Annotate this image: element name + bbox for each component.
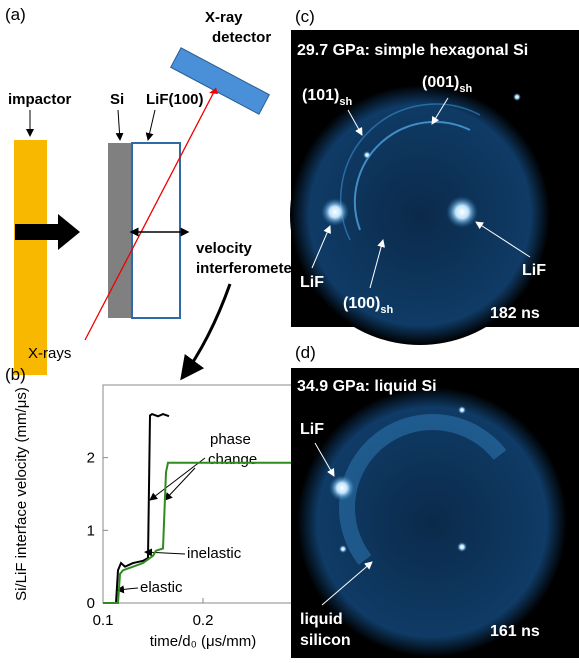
- time-label: 182 ns: [490, 305, 540, 322]
- panel-label: (d): [295, 343, 316, 362]
- spot: [339, 545, 347, 553]
- big-arrow: [180, 283, 232, 381]
- lif-label: LiF: [522, 262, 546, 279]
- lif-window: [131, 142, 181, 319]
- xray-label: X-rays: [28, 345, 71, 362]
- arrow: [321, 561, 373, 606]
- peak-label: (100)sh: [343, 295, 393, 316]
- y-tick-label: 1: [87, 522, 95, 539]
- peak-sub: sh: [339, 96, 352, 108]
- image-title: 34.9 GPa: liquid Si: [297, 378, 437, 395]
- xray-beam: [84, 87, 217, 341]
- spot: [329, 475, 355, 501]
- annotation: inelastic: [187, 545, 242, 562]
- panel-c: (c) 29.7 GPa: simple hexagonal Si (101)s…: [290, 7, 579, 345]
- panel-d: (d) 34.9 GPa: liquid Si LiF liquid silic…: [291, 343, 579, 658]
- detector-label: X-ray: [205, 9, 243, 26]
- lif-label: LiF: [300, 421, 324, 438]
- x-tick-label: 0.2: [193, 612, 214, 629]
- arrow: [149, 457, 206, 501]
- image-title: 29.7 GPa: simple hexagonal Si: [297, 42, 528, 59]
- interferometer-label: velocity: [196, 240, 253, 257]
- liquid-label: liquid: [300, 611, 343, 628]
- panel-label: (b): [5, 365, 26, 384]
- impactor-label: impactor: [8, 91, 72, 108]
- spot: [457, 542, 467, 552]
- y-tick-label: 0: [87, 595, 95, 612]
- peak-label: (101)sh: [302, 87, 352, 108]
- panel-b: (b) Si/LiF interface velocity (mm/μs) ti…: [5, 365, 313, 650]
- arrow: [164, 467, 196, 501]
- lif-label: LiF: [300, 274, 324, 291]
- peak-index: (100): [343, 295, 380, 312]
- arrow: [347, 109, 363, 136]
- impactor: [14, 140, 47, 375]
- interferometer-label: interferometer: [196, 260, 298, 277]
- detector-area: [297, 387, 567, 657]
- y-tick-label: 2: [87, 450, 95, 467]
- arrow: [431, 97, 449, 125]
- arrow: [314, 442, 335, 477]
- spot: [458, 406, 466, 414]
- plot-frame: [102, 384, 304, 604]
- si-layer: [108, 143, 132, 318]
- x-axis-label: time/d₀ (μs/mm): [150, 633, 257, 650]
- beam-head: [209, 88, 218, 94]
- panel-label: (a): [5, 5, 26, 24]
- arrow: [311, 225, 331, 269]
- impact-arrow: [15, 214, 80, 250]
- panel-a: (a) impactor Si LiF(100) X-ray detector …: [5, 5, 298, 381]
- arrow: [116, 585, 139, 594]
- time-label: 161 ns: [490, 623, 540, 640]
- lif-label: LiF(100): [146, 91, 204, 108]
- annotation: elastic: [140, 579, 183, 596]
- arrow: [144, 548, 186, 557]
- peak-index: (001): [422, 74, 459, 91]
- si-label: Si: [110, 91, 124, 108]
- peak-sub: sh: [459, 83, 472, 95]
- peak-label: (001)sh: [422, 74, 472, 95]
- spot: [321, 198, 349, 226]
- panel-label: (c): [295, 7, 315, 26]
- x-tick-label: 0.1: [93, 612, 114, 629]
- arrow: [369, 239, 386, 289]
- liquid-label: silicon: [300, 632, 351, 649]
- arrow: [145, 109, 156, 141]
- liquid-ring: [339, 413, 507, 565]
- annotation: change: [208, 451, 257, 468]
- series-line: [103, 412, 170, 604]
- spot: [363, 151, 371, 159]
- arrow: [115, 109, 124, 141]
- spot: [513, 93, 521, 101]
- peak-sub: sh: [380, 304, 393, 316]
- series-line: [103, 461, 303, 604]
- y-axis-label: Si/LiF interface velocity (mm/μs): [13, 387, 30, 601]
- arrow: [475, 221, 531, 258]
- ring: [353, 120, 471, 231]
- spot: [446, 196, 478, 228]
- detector-label: detector: [212, 29, 271, 46]
- annotation: phase: [210, 431, 251, 448]
- peak-index: (101): [302, 87, 339, 104]
